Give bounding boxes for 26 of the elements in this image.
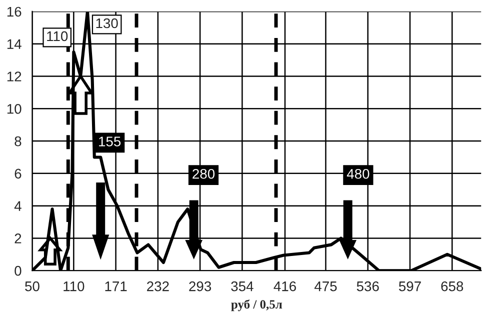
x-tick-label: 293: [189, 281, 212, 292]
y-tick-label: 8: [14, 136, 22, 146]
x-tick-label: 50: [25, 281, 40, 292]
x-tick-label: 354: [231, 281, 254, 292]
x-tick-label: 232: [147, 281, 169, 292]
y-tick-label: 16: [7, 6, 22, 17]
annotation: 480: [346, 168, 370, 179]
y-tick-label: 6: [14, 168, 22, 179]
y-tick-label: 14: [7, 39, 22, 49]
y-tick-label: 4: [14, 201, 22, 211]
y-tick-label: 2: [14, 234, 22, 244]
annotation: 280: [192, 168, 215, 179]
x-tick-label: 536: [356, 281, 379, 292]
annotation: 130: [96, 18, 118, 28]
y-tick-label: 0: [14, 266, 22, 276]
x-tick-label: 110: [64, 281, 84, 292]
y-tick-label: 12: [7, 72, 22, 82]
x-tick-label: 658: [441, 281, 464, 292]
x-tick-label: 597: [398, 281, 421, 292]
x-axis-title: руб / 0,5л: [231, 300, 282, 312]
annotation: 155: [99, 136, 121, 146]
x-tick-label: 475: [314, 282, 337, 292]
annotation: 110: [47, 31, 68, 42]
x-tick-label: 416: [274, 281, 296, 292]
x-tick-label: 171: [105, 282, 127, 292]
y-tick-label: 10: [7, 104, 22, 114]
